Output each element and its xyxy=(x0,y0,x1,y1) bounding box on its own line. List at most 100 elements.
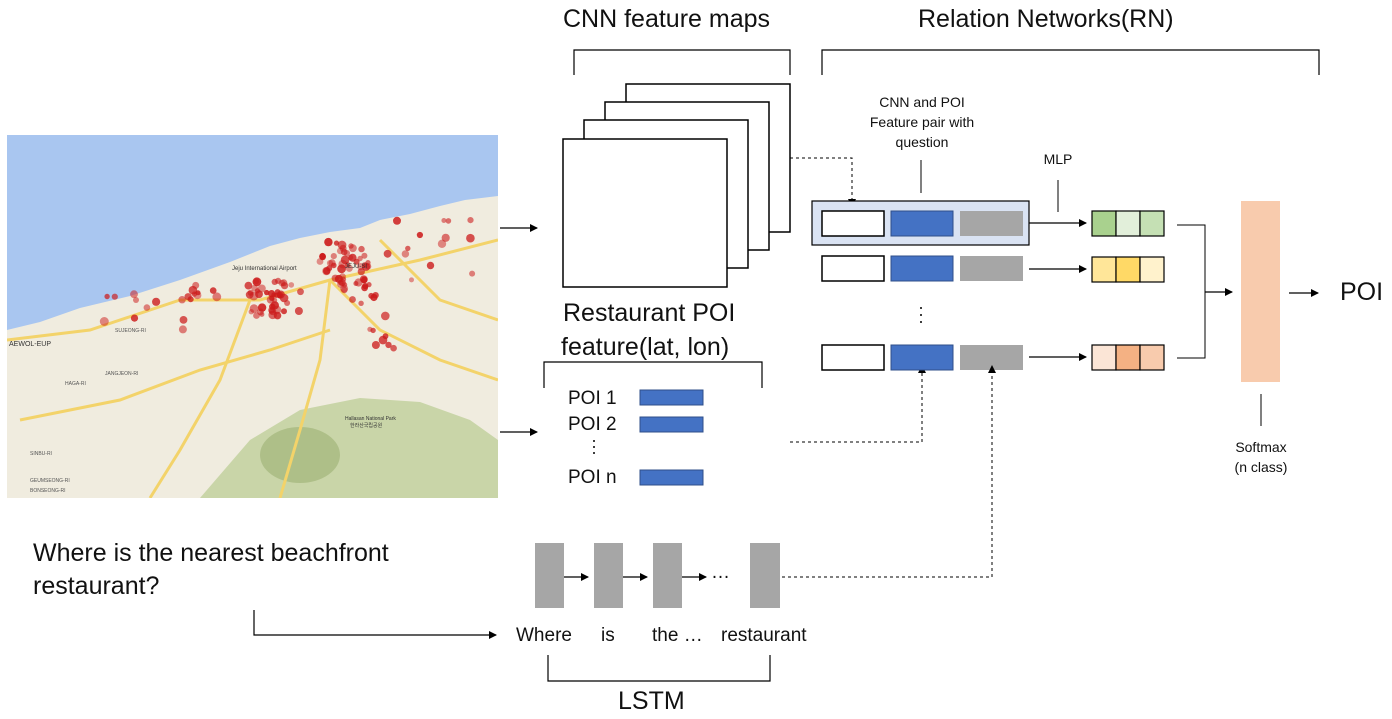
map-poi-marker xyxy=(409,277,414,283)
map-roads xyxy=(7,238,498,498)
map-poi-marker xyxy=(178,296,186,304)
map-poi-marker xyxy=(278,279,286,287)
lstm-cell-1 xyxy=(535,543,564,608)
lstm-ellipsis: … xyxy=(711,562,730,583)
map-poi-marker xyxy=(259,311,265,317)
token-where: Where xyxy=(516,625,572,646)
pair-vertical-dots xyxy=(920,307,922,323)
softmax-bar xyxy=(1241,201,1280,382)
map-poi-marker xyxy=(361,284,368,292)
map-poi-marker xyxy=(343,250,350,257)
map-poi-marker xyxy=(441,233,450,242)
lstm-heading: LSTM xyxy=(618,687,685,715)
poi-n-label: POI n xyxy=(568,467,617,488)
softmax-annotation-line1: Softmax xyxy=(1235,439,1287,455)
lstm-cell-n xyxy=(750,543,780,608)
poi-n-vector xyxy=(639,469,704,486)
lstm-cells xyxy=(535,543,780,608)
map-poi-marker xyxy=(187,296,194,303)
map-poi-marker xyxy=(426,261,435,270)
cnn-bracket xyxy=(573,49,791,75)
cnn-heading: CNN feature maps xyxy=(563,5,771,33)
map-poi-marker xyxy=(405,245,411,252)
map-label-park-kr: 한라산국립공원 xyxy=(350,422,383,429)
map-poi-marker xyxy=(324,237,333,247)
poi-1-vector xyxy=(639,389,704,406)
mlp-output-2 xyxy=(1091,256,1165,283)
map-poi-marker xyxy=(279,293,289,303)
map-label-airport: Jeju International Airport xyxy=(232,266,297,272)
map-poi-marker xyxy=(469,270,476,277)
mlp-output-1 xyxy=(1091,210,1165,237)
mlp-merge-bracket xyxy=(1177,224,1206,359)
map-poi-marker xyxy=(358,300,364,306)
map-label-sinbu: SINBU-RI xyxy=(30,451,52,457)
map-poi-marker xyxy=(358,245,365,253)
map-poi-marker xyxy=(385,341,392,349)
map-crater xyxy=(260,427,340,483)
map-poi-marker xyxy=(209,287,217,294)
poi-feature-heading-line1: Restaurant POI xyxy=(563,299,736,327)
poi-to-pair-connector xyxy=(790,365,926,443)
map-poi-marker xyxy=(133,297,139,303)
question-line1: Where is the nearest beachfront xyxy=(33,539,389,567)
map-label-geumseong: GEUMSEONG-RI xyxy=(30,478,70,484)
pair-annotation-line2: Feature pair with xyxy=(869,114,975,130)
map-poi-marker xyxy=(179,316,188,324)
jeju-map-image: Jeju International Airport JEJU-SI AEWOL… xyxy=(7,135,498,498)
map-poi-marker xyxy=(466,233,475,243)
map-poi-marker xyxy=(353,281,359,286)
map-poi-marker xyxy=(381,311,390,321)
pair-1-poi-cell xyxy=(890,210,954,237)
map-poi-marker xyxy=(393,216,401,225)
map-poi-marker xyxy=(328,259,336,267)
map-poi-marker xyxy=(339,244,347,252)
token-is: is xyxy=(601,625,615,646)
map-poi-marker xyxy=(143,304,151,311)
map-poi-marker xyxy=(212,292,222,302)
map-poi-marker xyxy=(383,249,392,258)
map-label-jangjeon: JANGJEON-RI xyxy=(105,371,138,377)
map-poi-marker xyxy=(345,262,351,268)
cnn-to-pair-connector xyxy=(790,157,856,207)
question-to-tokens-arrow xyxy=(253,610,497,639)
map-poi-marker xyxy=(357,255,363,262)
map-poi-marker xyxy=(316,258,324,265)
map-poi-marker xyxy=(366,282,372,288)
map-poi-marker xyxy=(401,250,410,258)
map-poi-marker xyxy=(323,267,331,275)
poi-1-label: POI 1 xyxy=(568,388,617,409)
map-poi-markers xyxy=(99,216,476,352)
map-poi-marker xyxy=(266,296,275,304)
map-poi-marker xyxy=(340,284,349,293)
map-poi-marker xyxy=(337,264,346,274)
map-poi-marker xyxy=(333,240,340,246)
map-poi-marker xyxy=(273,311,282,320)
map-poi-marker xyxy=(191,291,198,297)
map-poi-marker xyxy=(348,243,354,249)
pair-1-question-cell xyxy=(960,211,1023,236)
poi-2-vector xyxy=(639,416,704,433)
pair-1-cnn-cell xyxy=(821,210,885,237)
map-label-west: AEWOL-EUP xyxy=(9,341,51,348)
map-poi-marker xyxy=(357,268,365,276)
map-poi-marker xyxy=(130,290,138,299)
map-poi-marker xyxy=(294,307,303,315)
map-poi-marker xyxy=(104,293,110,300)
map-poi-marker xyxy=(297,288,304,296)
pair-row-2 xyxy=(821,255,1023,282)
map-poi-marker xyxy=(130,314,139,322)
map-poi-marker xyxy=(268,290,276,298)
map-poi-marker xyxy=(347,254,354,261)
map-poi-marker xyxy=(249,304,259,313)
pair-row-3 xyxy=(821,344,1023,371)
map-poi-marker xyxy=(271,278,278,285)
map-poi-marker xyxy=(367,326,373,332)
map-label-city: JEJU-SI xyxy=(345,264,367,270)
map-poi-marker xyxy=(254,288,260,294)
mlp-annotation: MLP xyxy=(1043,151,1073,167)
map-poi-marker xyxy=(340,276,347,283)
map-poi-marker xyxy=(364,263,372,270)
map-poi-marker xyxy=(467,217,474,224)
